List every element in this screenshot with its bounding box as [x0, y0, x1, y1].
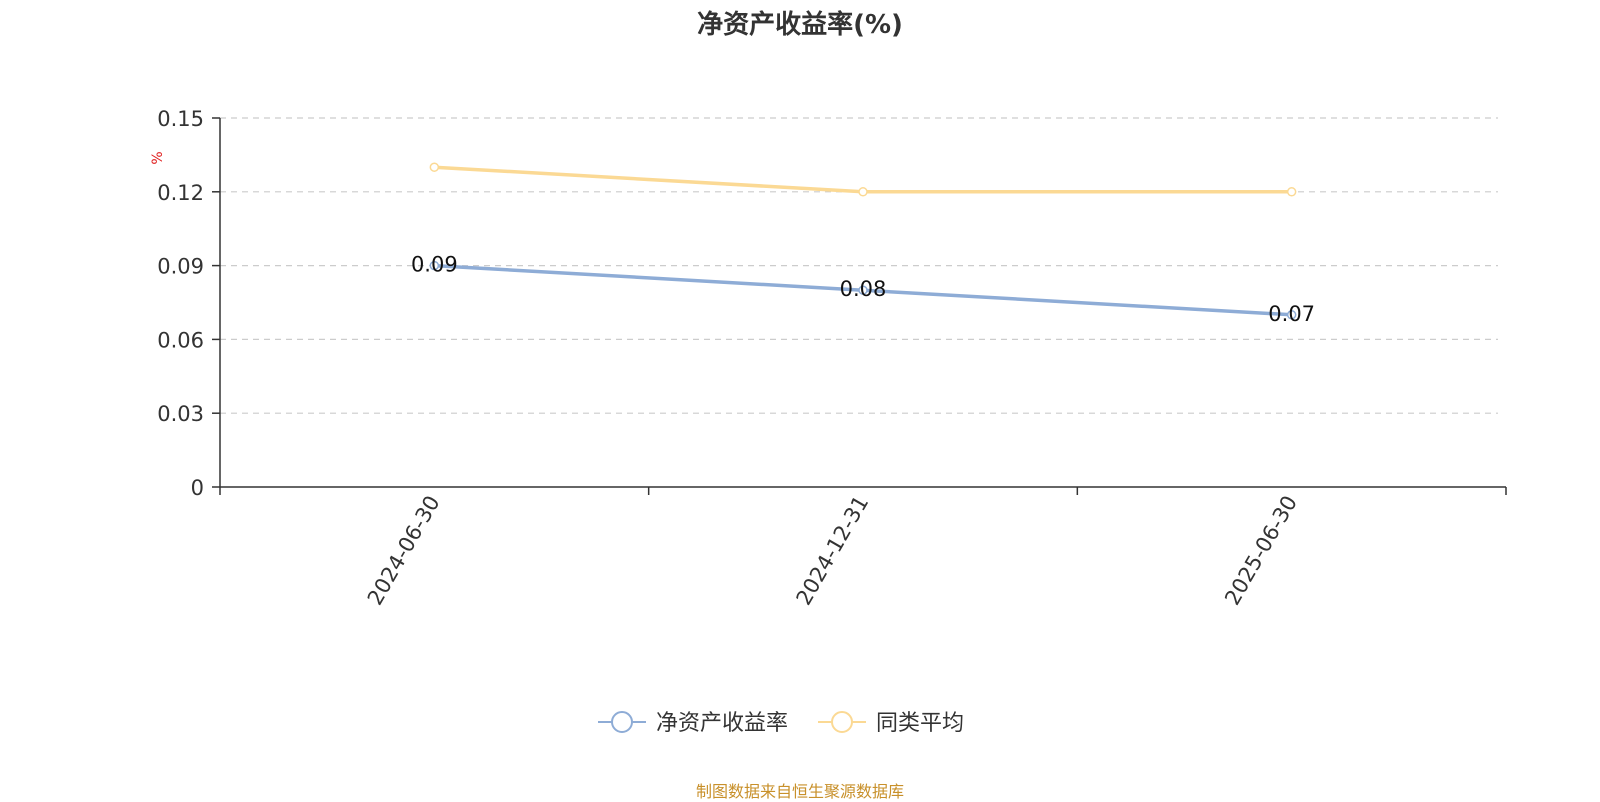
y-tick-label: 0: [191, 476, 204, 500]
data-point: [1286, 310, 1297, 320]
y-tick-label: 0.06: [157, 328, 204, 352]
x-tick-label: 2024-06-30: [363, 492, 445, 610]
data-point: [1286, 187, 1297, 197]
data-label: 0.09: [411, 253, 458, 277]
y-tick-label: 0.09: [157, 255, 204, 279]
legend-label: 同类平均: [876, 711, 964, 736]
data-point: [858, 187, 868, 197]
legend-label: 净资产收益率: [656, 711, 788, 736]
legend-marker: [611, 711, 633, 733]
y-tick-label: 0.03: [157, 402, 204, 426]
y-tick-label: 0.12: [157, 181, 204, 205]
data-point: [429, 260, 440, 271]
legend-marker: [831, 711, 853, 733]
data-point: [858, 285, 868, 295]
data-point: [429, 162, 440, 172]
x-tick-label: 2024-12-31: [792, 492, 874, 610]
x-tick-label: 2025-06-30: [1220, 492, 1302, 610]
source-note: 制图数据来自恒生聚源数据库: [695, 782, 904, 801]
y-tick-label: 0.15: [157, 107, 204, 131]
y-axis-label: %: [150, 151, 166, 164]
data-label: 0.07: [1268, 302, 1315, 326]
chart-title: 净资产收益率(%): [697, 10, 903, 40]
data-label: 0.08: [840, 277, 887, 301]
